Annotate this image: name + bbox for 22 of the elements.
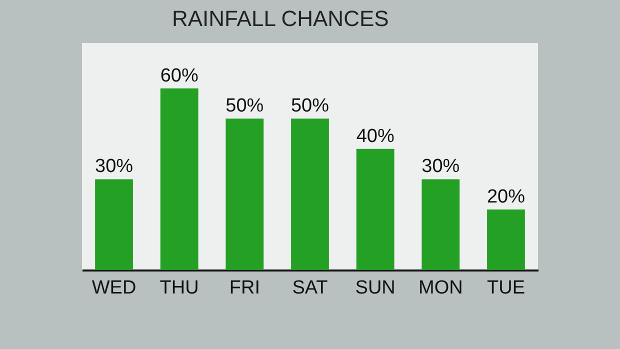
- data-label: 30%: [422, 156, 460, 178]
- data-label: 40%: [356, 126, 394, 147]
- data-label: 50%: [290, 96, 330, 117]
- bar: [422, 179, 460, 270]
- chart-title: RAINFALL CHANCES: [172, 6, 389, 31]
- x-tick-label: FRI: [229, 278, 260, 298]
- data-label: 20%: [486, 186, 526, 208]
- x-tick-label: SUN: [355, 278, 396, 298]
- x-tick-label: SAT: [292, 278, 328, 298]
- bar: [291, 118, 329, 270]
- bar: [226, 118, 264, 270]
- bar: [95, 179, 133, 270]
- bar: [160, 88, 198, 270]
- x-tick-label: THU: [160, 278, 199, 298]
- x-tick-label: TUE: [486, 278, 525, 298]
- data-label: 50%: [226, 96, 264, 117]
- bar: [356, 148, 394, 270]
- x-tick-label: MON: [418, 278, 463, 298]
- data-label: 30%: [94, 156, 134, 178]
- bar: [487, 209, 525, 270]
- x-tick-label: WED: [92, 278, 136, 298]
- data-label: 60%: [160, 65, 198, 86]
